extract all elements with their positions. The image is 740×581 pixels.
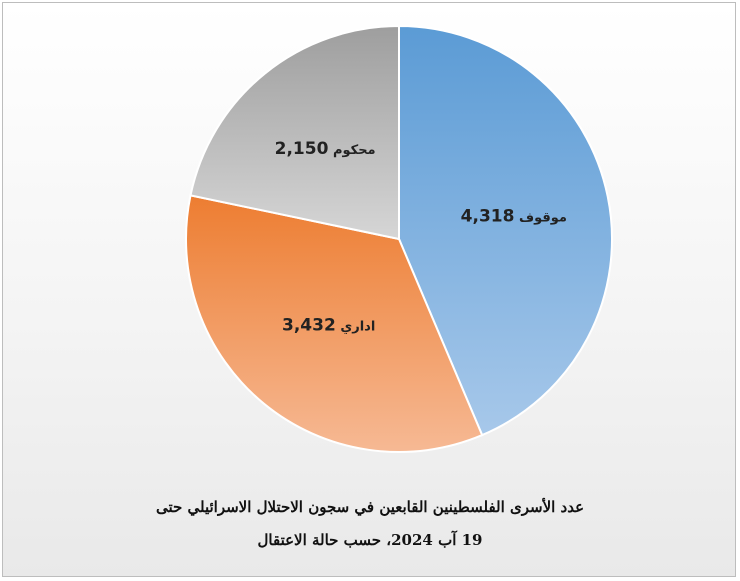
slice-mahkoum <box>189 24 400 241</box>
slice-mawqouf <box>398 24 613 437</box>
chart-caption-line2: 19 آب 2024، حسب حالة الاعتقال <box>257 531 483 549</box>
slice-mahkoum-label: 2,150 محكوم <box>275 139 376 159</box>
pie-slices <box>185 24 613 453</box>
chart-caption-line1: عدد الأسرى الفلسطينين القابعين في سجون ا… <box>155 498 585 516</box>
slice-idari <box>185 194 484 453</box>
slice-idari-label: 3,432 اداري <box>282 316 375 336</box>
slice-mawqouf-label: 4,318 موقوف <box>461 207 567 227</box>
slice-labels: 4,318 موقوف 3,432 اداري 2,150 محكوم <box>275 139 567 335</box>
